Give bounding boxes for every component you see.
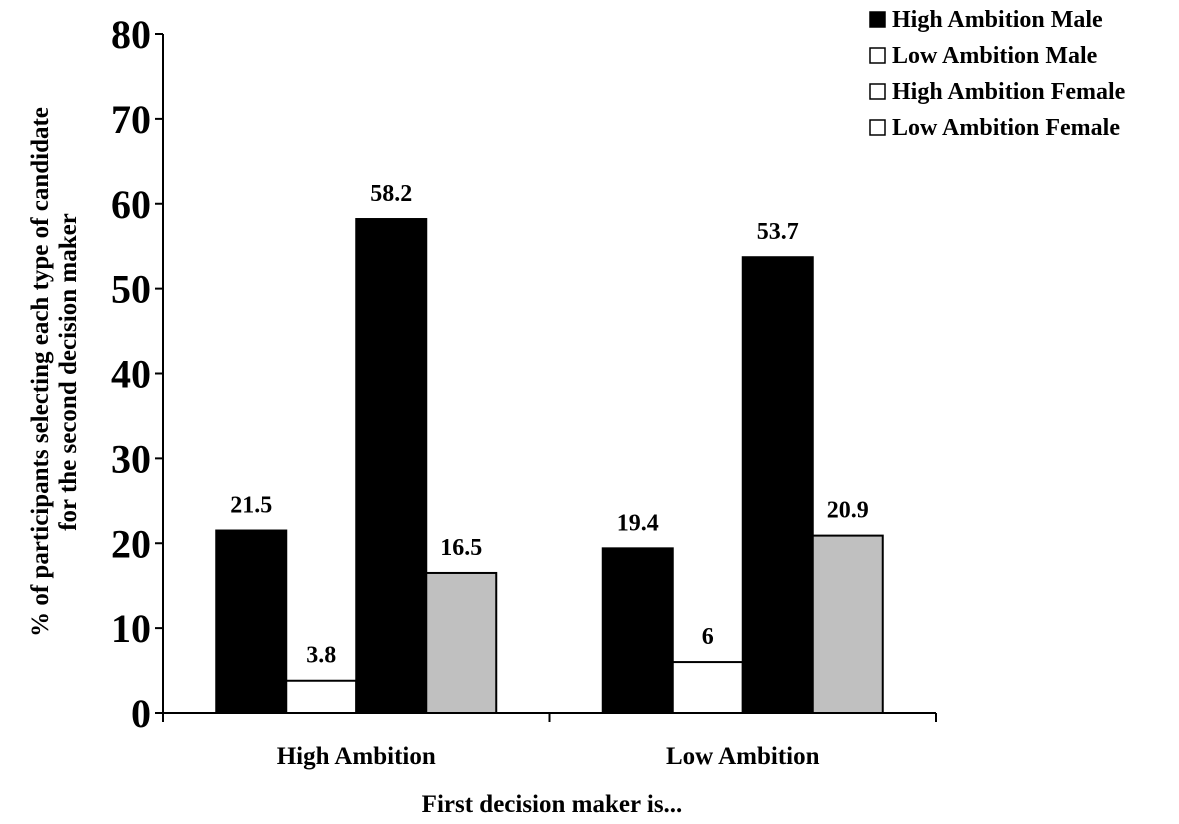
data-label: 20.9 [827,498,869,524]
y-axis-title-line-2: for the second decision maker [55,213,82,531]
data-label: 21.5 [230,493,272,519]
y-tick-label: 30 [111,436,151,481]
plot-area: 0 10 20 30 40 50 60 70 80 High Ambition 21.5 3.8 58.… [111,12,937,770]
y-tick-label: 40 [111,352,151,397]
y-tick-label: 50 [111,267,151,312]
legend-label: High Ambition Female [892,79,1126,105]
bar [215,529,288,714]
data-label: 3.8 [306,643,336,669]
bar [285,679,358,714]
data-label: 58.2 [370,181,412,207]
y-tick-label: 80 [111,12,151,57]
y-axis-title-line-1: % of participants selecting each type of… [27,107,54,637]
x-tick-label: High Ambition [277,743,436,770]
bar [601,547,674,715]
legend: High Ambition Male Low Ambition Male High … [869,7,1126,141]
bar [811,534,884,715]
data-label: 6 [702,624,714,650]
legend-label: Low Ambition Male [892,43,1098,69]
data-label: 16.5 [440,535,482,561]
legend-label: Low Ambition Female [892,115,1120,141]
x-axis-title: First decision maker is... [422,791,683,818]
y-tick-label: 0 [131,691,151,736]
legend-swatch [869,119,886,136]
y-axis-title: % of participants selecting each type of… [27,107,82,637]
y-tick-label: 70 [111,97,151,142]
bar [355,218,428,714]
y-tick-label: 10 [111,606,151,651]
y-tick-label: 60 [111,182,151,227]
bar [671,661,744,715]
data-label: 53.7 [757,219,799,245]
bar [425,571,498,714]
data-label: 19.4 [617,510,659,536]
legend-swatch [869,83,886,100]
legend-swatch [869,11,886,28]
bar [741,256,814,714]
y-tick-label: 20 [111,521,151,566]
legend-swatch [869,47,886,64]
legend-label: High Ambition Male [892,7,1103,33]
x-tick-label: Low Ambition [666,743,820,770]
